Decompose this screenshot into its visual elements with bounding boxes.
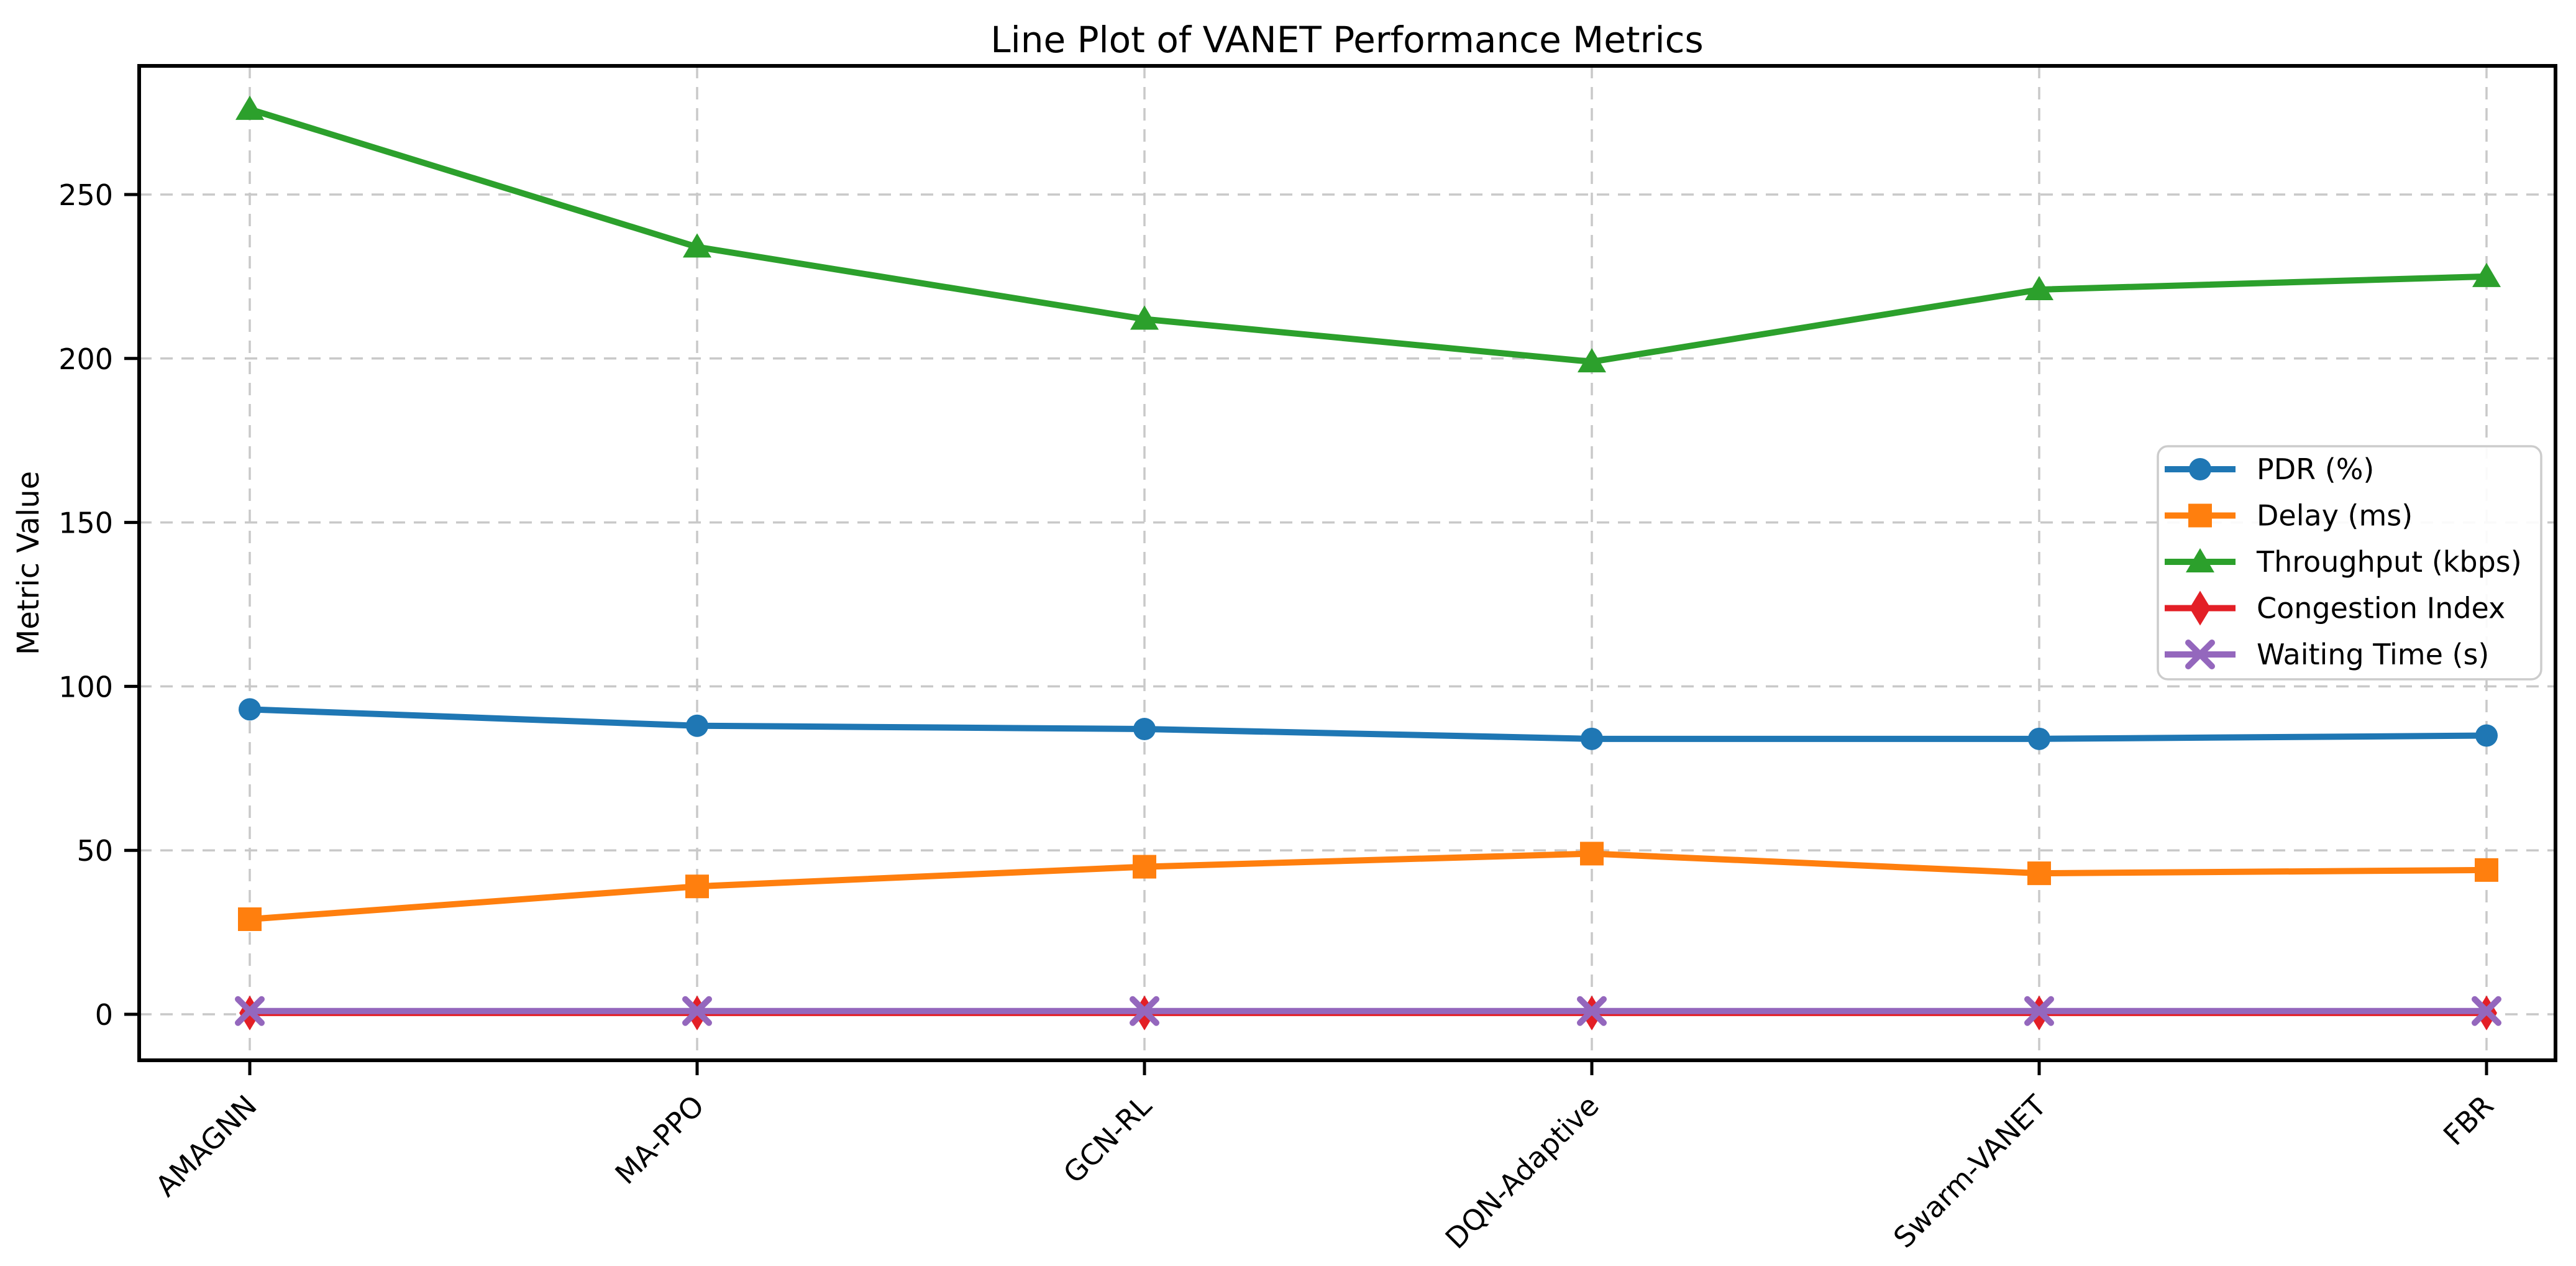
marker-throughput-kbps <box>683 233 711 258</box>
x-tick-label-gcn-rl: GCN-RL <box>1057 1088 1158 1190</box>
marker-waiting-time-s <box>1130 996 1159 1026</box>
marker-throughput-kbps <box>1130 305 1159 330</box>
x-tick-label-dqn-adaptive: DQN-Adaptive <box>1439 1089 1605 1255</box>
marker-waiting-time-s <box>682 996 712 1026</box>
legend-label: Congestion Index <box>2257 592 2505 625</box>
legend-label: PDR (%) <box>2257 452 2374 486</box>
marker-delay-ms <box>685 874 709 899</box>
marker-waiting-time-s <box>1577 996 1607 1026</box>
legend-item-throughput-kbps: Throughput (kbps) <box>2165 545 2522 579</box>
y-axis-label: Metric Value <box>11 471 46 655</box>
marker-pdr <box>686 714 708 737</box>
y-tick-label: 250 <box>58 178 113 212</box>
marker-delay-ms <box>238 907 262 931</box>
marker-pdr <box>1133 717 1156 740</box>
series-pdr <box>239 698 2498 750</box>
legend-label: Delay (ms) <box>2257 499 2413 533</box>
legend-label: Waiting Time (s) <box>2257 638 2489 671</box>
marker-waiting-time-s <box>2472 996 2501 1026</box>
series-line-throughput-kbps <box>249 106 2487 365</box>
grid-layer <box>139 66 2555 1060</box>
x-tick-label-amagnn: AMAGNN <box>149 1089 263 1203</box>
x-tick-label-fbr: FBR <box>2437 1089 2500 1152</box>
marker-pdr <box>2028 727 2050 750</box>
marker-delay-ms <box>1133 855 1156 879</box>
marker-throughput-kbps <box>235 95 264 120</box>
x-tick-label-swarm-vanet: Swarm-VANET <box>1887 1088 2053 1254</box>
marker-throughput-kbps <box>1578 348 1606 373</box>
legend-item-pdr: PDR (%) <box>2165 452 2374 486</box>
marker-delay-ms <box>2027 861 2051 886</box>
series-line-delay-ms <box>249 850 2487 922</box>
y-tick-label: 100 <box>58 670 113 704</box>
series-layer <box>235 95 2501 1030</box>
chart-title: Line Plot of VANET Performance Metrics <box>990 19 1703 61</box>
y-tick-label: 200 <box>58 342 113 376</box>
series-delay-ms <box>238 842 2498 931</box>
legend-label: Throughput (kbps) <box>2256 545 2522 579</box>
legend-item-delay-ms: Delay (ms) <box>2165 499 2413 533</box>
plot-area-border <box>137 64 2557 1062</box>
legend-swatch-marker <box>2188 503 2212 528</box>
legend-swatch-marker <box>2189 458 2211 480</box>
series-line-pdr <box>249 706 2487 742</box>
y-tick-label: 0 <box>95 998 113 1032</box>
y-tick-label: 50 <box>76 834 113 868</box>
legend-item-congestion-index: Congestion Index <box>2165 590 2505 626</box>
y-tick-label: 150 <box>58 507 113 540</box>
legend-box <box>2157 445 2542 681</box>
marker-delay-ms <box>2475 858 2498 882</box>
marker-pdr <box>1581 727 1603 750</box>
marker-throughput-kbps <box>2472 262 2501 287</box>
legend-item-waiting-time-s: Waiting Time (s) <box>2165 638 2489 671</box>
legend: PDR (%) Delay (ms) Throughput (kbps) Conges… <box>2157 445 2542 681</box>
marker-throughput-kbps <box>2025 276 2053 301</box>
legend-swatch-marker <box>2190 590 2211 626</box>
series-throughput-kbps <box>235 95 2501 373</box>
marker-waiting-time-s <box>2024 996 2054 1026</box>
marker-pdr <box>239 698 261 721</box>
legend-swatch-marker <box>2185 640 2215 669</box>
marker-pdr <box>2475 724 2498 747</box>
legend-swatch-marker <box>2186 548 2214 572</box>
marker-waiting-time-s <box>235 996 265 1026</box>
marker-delay-ms <box>1580 842 1604 866</box>
x-tick-label-ma-ppo: MA-PPO <box>608 1089 710 1191</box>
series-waiting-time-s <box>235 996 2501 1026</box>
